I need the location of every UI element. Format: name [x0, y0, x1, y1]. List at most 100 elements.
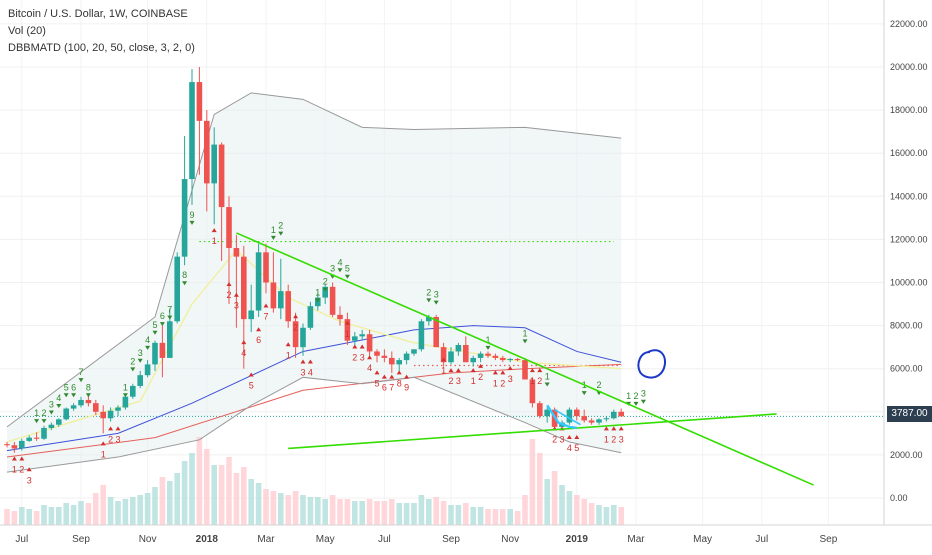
candle-body[interactable]: [204, 120, 210, 184]
candle-body[interactable]: [70, 405, 77, 409]
candle-body[interactable]: [48, 424, 55, 428]
candle-body[interactable]: [63, 408, 69, 420]
candle-body[interactable]: [411, 349, 417, 354]
td-count-arrow: [11, 456, 17, 461]
td-count-label: 6: [160, 311, 165, 321]
candle-body[interactable]: [389, 357, 395, 365]
candle-body[interactable]: [329, 286, 336, 315]
volume-bar: [455, 505, 462, 525]
candle-body[interactable]: [255, 252, 262, 311]
candle-body[interactable]: [426, 316, 432, 322]
candle-body[interactable]: [522, 360, 528, 380]
candle-body[interactable]: [218, 144, 225, 208]
candle-body[interactable]: [233, 248, 240, 257]
candle-body[interactable]: [78, 399, 84, 406]
candle-body[interactable]: [581, 416, 587, 421]
x-tick-label: Jul: [15, 534, 28, 545]
candle-body[interactable]: [278, 291, 284, 309]
candle-body[interactable]: [196, 82, 203, 121]
candle-body[interactable]: [507, 359, 513, 361]
candle-body[interactable]: [4, 444, 10, 446]
candle-body[interactable]: [181, 179, 188, 257]
candle-body[interactable]: [159, 342, 166, 358]
candle-body[interactable]: [152, 342, 158, 365]
ascending-trendline[interactable]: [288, 413, 777, 450]
candle-body[interactable]: [344, 319, 351, 341]
volume-bar: [574, 495, 580, 525]
candle-body[interactable]: [418, 321, 425, 350]
candle-body[interactable]: [463, 344, 469, 363]
candle-body[interactable]: [130, 385, 136, 397]
candle-body[interactable]: [248, 310, 254, 320]
candle-body[interactable]: [19, 440, 25, 449]
candle-body[interactable]: [26, 437, 32, 441]
candle-body[interactable]: [93, 403, 99, 412]
candle-body[interactable]: [337, 314, 343, 320]
candle-body[interactable]: [122, 396, 129, 408]
descending-trendline[interactable]: [236, 232, 814, 486]
candle-body[interactable]: [359, 334, 365, 337]
candle-body[interactable]: [514, 359, 521, 361]
candle-body[interactable]: [448, 351, 454, 363]
candle-body[interactable]: [618, 411, 624, 417]
candle-body[interactable]: [433, 316, 439, 348]
candle-body[interactable]: [366, 334, 373, 352]
candle-body[interactable]: [455, 344, 462, 352]
volume-indicator-label[interactable]: Vol (20): [8, 25, 46, 37]
symbol-title[interactable]: Bitcoin / U.S. Dollar, 1W, COINBASE: [8, 8, 188, 20]
candle-body[interactable]: [211, 144, 217, 184]
volume-bar: [85, 503, 92, 525]
candle-body[interactable]: [189, 82, 195, 180]
candle-body[interactable]: [33, 437, 40, 439]
candle-body[interactable]: [322, 286, 328, 298]
candle-body[interactable]: [477, 353, 484, 358]
candle-body[interactable]: [485, 353, 491, 356]
candle-body[interactable]: [285, 291, 291, 322]
candle-body[interactable]: [529, 379, 536, 404]
candle-body[interactable]: [307, 306, 314, 328]
candle-body[interactable]: [470, 357, 476, 363]
candle-body[interactable]: [381, 355, 388, 358]
candle-body[interactable]: [588, 420, 595, 423]
candle-body[interactable]: [611, 411, 617, 419]
candle-body[interactable]: [41, 427, 47, 439]
candle-body[interactable]: [85, 399, 92, 404]
candle-body[interactable]: [500, 357, 506, 361]
candle-body[interactable]: [396, 360, 402, 365]
candle-body[interactable]: [226, 207, 232, 249]
dbbmatd-indicator-label[interactable]: DBBMATD (100, 20, 50, close, 3, 2, 0): [8, 42, 195, 54]
candle-body[interactable]: [100, 411, 106, 419]
candle-body[interactable]: [374, 351, 380, 356]
candle-body[interactable]: [263, 252, 269, 283]
td-count-arrow: [256, 327, 262, 332]
candle-body[interactable]: [596, 419, 602, 423]
time-axis[interactable]: Jul Sep Nov 2018 Mar May Jul Sep Nov 2019 Mar May Ju…: [15, 534, 837, 545]
candle-body[interactable]: [144, 364, 151, 376]
candle-body[interactable]: [566, 409, 573, 423]
candle-body[interactable]: [403, 353, 410, 361]
candle-body[interactable]: [492, 355, 499, 358]
candle-body[interactable]: [270, 282, 277, 309]
candle-body[interactable]: [544, 409, 550, 417]
candle-body[interactable]: [574, 409, 580, 417]
candle-body[interactable]: [292, 321, 299, 348]
candle-body[interactable]: [603, 418, 610, 420]
candle-body[interactable]: [115, 407, 121, 411]
candle-body[interactable]: [241, 256, 247, 320]
td-count-arrow: [26, 467, 32, 472]
candle-body[interactable]: [440, 347, 447, 363]
candle-body[interactable]: [300, 327, 306, 348]
candle-body[interactable]: [11, 445, 18, 449]
candle-body[interactable]: [107, 410, 114, 419]
candle-body[interactable]: [537, 403, 543, 417]
candle-body[interactable]: [137, 375, 143, 386]
candle-body[interactable]: [352, 336, 358, 341]
candle-body[interactable]: [167, 321, 173, 358]
candle-body[interactable]: [174, 256, 180, 322]
volume-bar: [270, 491, 277, 525]
candle-body[interactable]: [56, 419, 62, 425]
price-axis[interactable]: 0.002000.004000.006000.008000.0010000.00…: [890, 19, 928, 503]
td-count-label: 2: [278, 221, 283, 231]
